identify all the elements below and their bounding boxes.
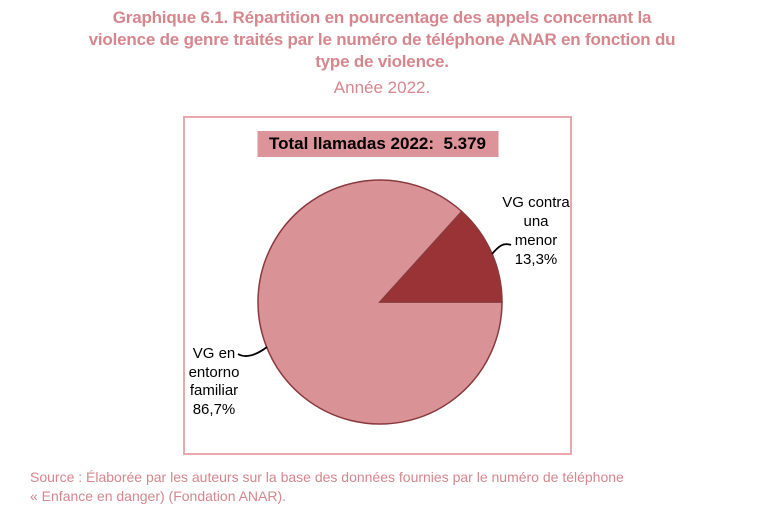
source-line-2: « Enfance en danger) (Fondation ANAR). [30,487,287,504]
callout-right-line-1: VG contra [502,194,570,211]
source-line-1: Source : Élaborée par les auteurs sur la… [30,469,624,485]
callout-left-line-2: entorno [188,363,240,381]
figure-title-line-1: Graphique 6.1. Répartition en pourcentag… [112,8,652,27]
callout-leader-line-left [237,346,268,357]
callout-vg-en-entorno-familiar: VG en entorno familiar 86,7% [182,345,246,419]
callout-leader-line-right [491,243,512,255]
pie-svg [237,179,512,425]
callout-left-line-1: VG en [192,345,236,362]
callout-right-value: 13,3% [514,251,558,268]
callout-right-line-2: una [523,213,549,230]
pie-slices [257,179,503,425]
callout-right-line-3: menor [514,232,558,249]
figure-title-line-3: type de violence. [315,52,449,71]
figure-title-line-2: violence de genre traités par le numéro … [88,30,676,49]
figure-subtitle-year: Année 2022. [333,78,431,97]
total-calls-label: Total llamadas 2022: 5.379 [256,131,499,157]
callout-left-value: 86,7% [192,400,236,418]
callout-left-line-3: familiar [189,382,239,399]
pie-slice-2 [378,210,503,303]
callout-vg-contra-una-menor: VG contra una menor 13,3% [486,193,586,269]
chart-frame: Total llamadas 2022: 5.379 VG contra una… [183,116,572,455]
source-note: Source : Élaborée par les auteurs sur la… [30,468,750,505]
